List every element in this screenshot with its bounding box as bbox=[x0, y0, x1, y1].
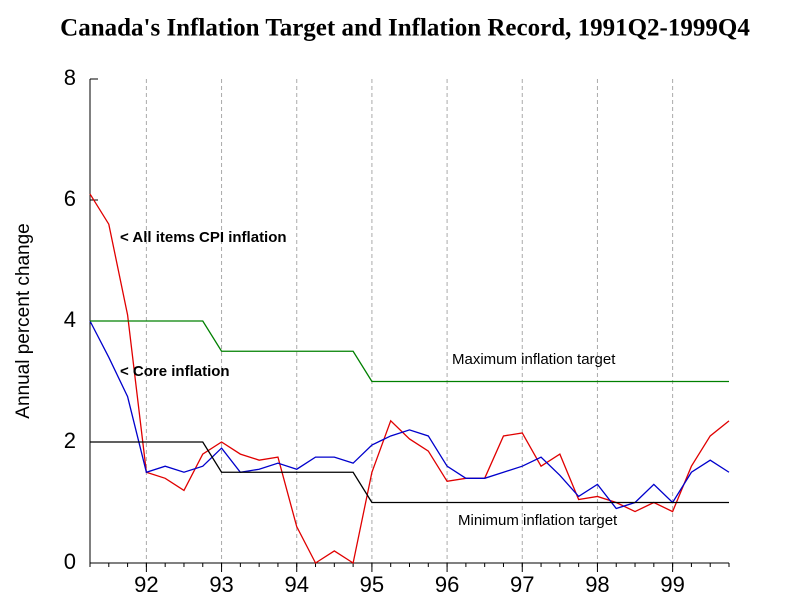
y-tick-label: 0 bbox=[64, 549, 76, 574]
chart-title: Canada's Inflation Target and Inflation … bbox=[60, 15, 750, 42]
series-line bbox=[89, 193, 730, 565]
x-tick-label: 99 bbox=[660, 572, 684, 597]
y-tick-label: 8 bbox=[64, 65, 76, 90]
y-axis-label: Annual percent change bbox=[13, 223, 34, 418]
x-tick-label: 93 bbox=[209, 572, 233, 597]
x-tick-label: 95 bbox=[360, 572, 384, 597]
x-tick-label: 98 bbox=[585, 572, 609, 597]
y-tick-label: 6 bbox=[64, 186, 76, 211]
x-tick-label: 96 bbox=[435, 572, 459, 597]
series-line bbox=[90, 320, 729, 383]
y-tick-label: 2 bbox=[64, 428, 76, 453]
x-tick-label: 92 bbox=[134, 572, 158, 597]
x-tick-label: 97 bbox=[510, 572, 534, 597]
series-line bbox=[90, 441, 729, 504]
series-line bbox=[89, 320, 730, 510]
legend-label: Minimum inflation target bbox=[458, 512, 618, 529]
legend-label: < All items CPI inflation bbox=[120, 229, 287, 246]
legend-label: < Core inflation bbox=[120, 363, 230, 380]
legend-label: Maximum inflation target bbox=[452, 351, 616, 368]
x-tick-label: 94 bbox=[284, 572, 308, 597]
y-tick-label: 4 bbox=[64, 307, 76, 332]
